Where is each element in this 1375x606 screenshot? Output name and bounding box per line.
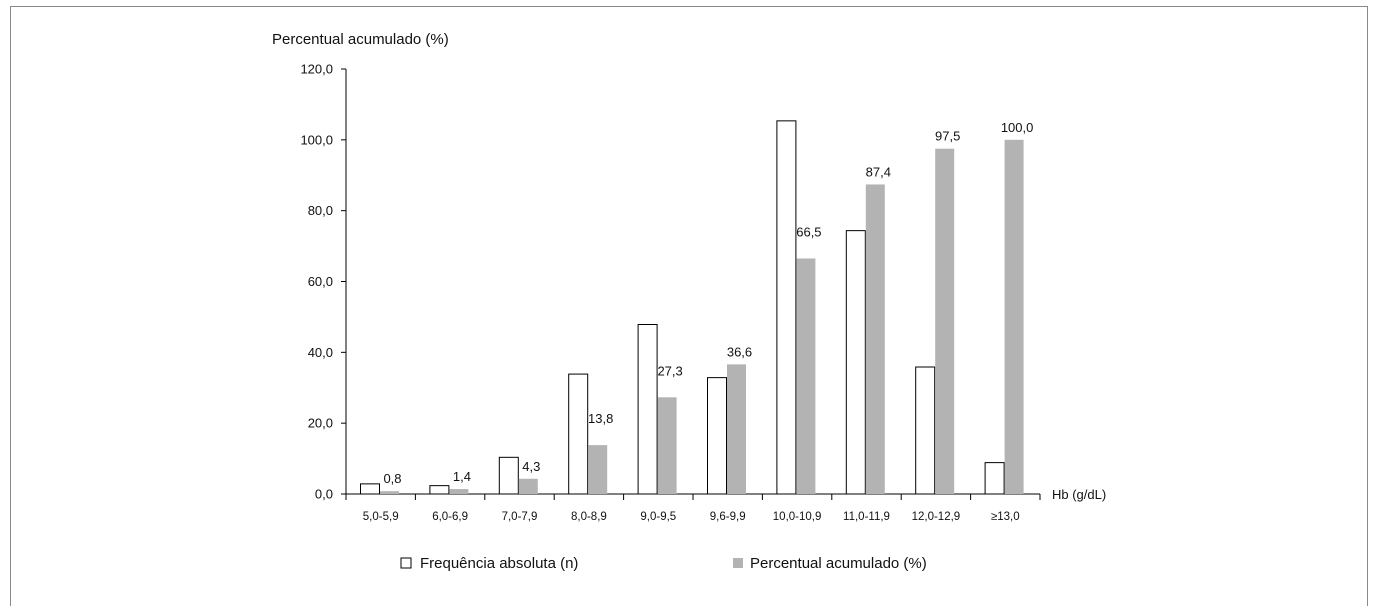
- bar-percentual: [727, 364, 746, 494]
- data-labels: 0,8 1,4 4,3 13,8 27,3 36,6 66,5 87,4 97,5 100,0: [383, 120, 1033, 486]
- legend-swatch-frequencia: [400, 557, 412, 569]
- bar-percentual: [796, 258, 816, 494]
- bar-percentual: [935, 148, 955, 494]
- data-label-percentual: 36,6: [727, 344, 752, 359]
- y-tick-label: 0,0: [315, 487, 333, 502]
- bar-frequencia: [498, 456, 519, 495]
- legend-label-percentual: Percentual acumulado (%): [750, 555, 927, 572]
- y-tick-label: 60,0: [308, 274, 333, 289]
- data-label-percentual: 13,8: [588, 411, 613, 426]
- y-tick-label: 40,0: [308, 345, 333, 360]
- axes: 0,0 20,0 40,0 60,0 80,0 100,0 120,0 5,0-5,9 6,0-…: [300, 62, 1041, 523]
- bars: [360, 120, 1024, 495]
- bar-frequencia: [360, 483, 380, 495]
- x-tick-label: 9,6-9,9: [710, 511, 746, 523]
- y-axis-title: Percentual acumulado (%): [272, 31, 449, 48]
- data-label-percentual: 100,0: [1001, 120, 1034, 135]
- y-tick-label: 120,0: [300, 62, 333, 77]
- bar-percentual: [518, 478, 538, 494]
- bar-frequencia: [776, 120, 797, 495]
- bar-percentual: [1004, 139, 1024, 495]
- bar-percentual: [588, 445, 608, 494]
- y-tick-label: 100,0: [300, 132, 333, 147]
- legend: Frequência absoluta (n) Percentual acumu…: [400, 555, 927, 572]
- legend-label-frequencia: Frequência absoluta (n): [420, 555, 578, 572]
- bar-frequencia: [915, 366, 936, 495]
- x-tick-label: 5,0-5,9: [363, 511, 399, 523]
- x-tick-label: 9,0-9,5: [640, 511, 676, 523]
- bar-frequencia: [845, 230, 866, 495]
- y-tick-label: 20,0: [308, 416, 333, 431]
- data-label-percentual: 1,4: [453, 469, 471, 484]
- bar-percentual: [657, 397, 677, 494]
- x-tick-label: 10,0-10,9: [773, 511, 822, 523]
- bar-percentual: [449, 489, 469, 494]
- bar-frequencia: [707, 377, 727, 495]
- data-label-percentual: 97,5: [935, 129, 960, 144]
- bar-frequencia: [568, 373, 589, 495]
- bar-frequencia: [637, 324, 658, 495]
- x-tick-label: 6,0-6,9: [432, 511, 468, 523]
- bar-percentual: [865, 184, 885, 495]
- bar-frequencia: [984, 462, 1005, 495]
- data-label-percentual: 0,8: [383, 471, 401, 486]
- chart-frame: [10, 6, 1368, 606]
- data-label-percentual: 87,4: [866, 164, 891, 179]
- x-tick-label: ≥13,0: [991, 511, 1020, 523]
- y-tick-label: 80,0: [308, 203, 333, 218]
- legend-swatch-percentual: [733, 558, 743, 568]
- data-label-percentual: 27,3: [657, 363, 682, 378]
- x-tick-label: 12,0-12,9: [912, 511, 961, 523]
- data-label-percentual: 4,3: [522, 459, 540, 474]
- bar-percentual: [380, 491, 399, 494]
- x-tick-label: 8,0-8,9: [571, 511, 607, 523]
- bar-frequencia: [429, 485, 450, 495]
- data-label-percentual: 66,5: [796, 224, 821, 239]
- x-axis-title: Hb (g/dL): [1052, 487, 1106, 502]
- x-tick-label: 7,0-7,9: [502, 511, 538, 523]
- x-tick-label: 11,0-11,9: [843, 511, 890, 523]
